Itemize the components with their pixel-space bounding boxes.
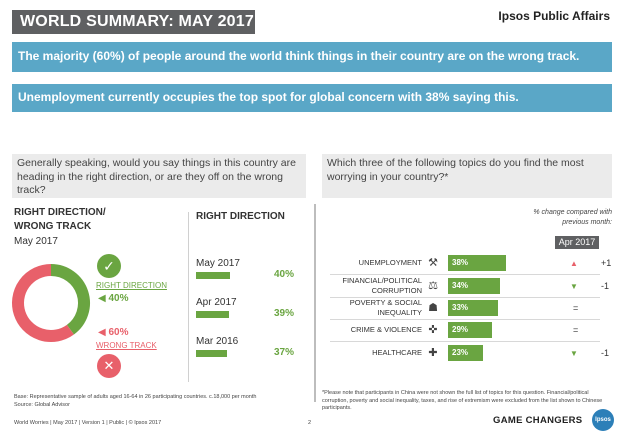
trend-divider bbox=[188, 212, 189, 382]
topic-label: HEALTHCARE bbox=[318, 348, 422, 358]
donut-title-line-1: RIGHT DIRECTION/ bbox=[14, 207, 106, 218]
row-separator bbox=[330, 341, 600, 342]
legend-wrong-track-value: ◀ 60% bbox=[98, 327, 129, 338]
arrow-down-icon: ▼ bbox=[570, 282, 578, 291]
topic-change: +1 bbox=[601, 258, 612, 268]
donut-title-line-2: WRONG TRACK bbox=[14, 221, 92, 232]
topic-label-line: CRIME & VIOLENCE bbox=[350, 325, 422, 334]
topic-bar: 29% bbox=[448, 322, 492, 338]
trend-value: 40% bbox=[274, 269, 295, 280]
arrow-down-icon: ▼ bbox=[570, 349, 578, 358]
topic-change: = bbox=[573, 303, 579, 313]
trend-value: 37% bbox=[274, 347, 295, 358]
donut-slice-wrong-track bbox=[12, 264, 74, 342]
scales-icon: ⚖ bbox=[428, 280, 438, 292]
hammer-icon: ⚒ bbox=[428, 257, 438, 269]
ipsos-logo: Ipsos bbox=[592, 409, 614, 431]
footer-base: Base: Representative sample of adults ag… bbox=[14, 394, 304, 409]
footer-source-text: Source: Global Advisor bbox=[14, 401, 70, 408]
trend-label: Apr 2017 bbox=[196, 297, 237, 308]
tagline: GAME CHANGERS bbox=[493, 415, 583, 426]
topic-label: UNEMPLOYMENT bbox=[318, 258, 422, 268]
medical-icon: ✚ bbox=[428, 347, 438, 359]
wrong-track-percent: 60% bbox=[108, 327, 129, 338]
row-separator bbox=[330, 274, 600, 275]
change-note: % change compared with previous month: bbox=[533, 209, 612, 226]
row-separator bbox=[330, 319, 600, 320]
legend-right-direction: RIGHT DIRECTION bbox=[96, 281, 167, 290]
topic-label: POVERTY & SOCIAL INEQUALITY bbox=[318, 298, 422, 317]
gun-icon: ✜ bbox=[428, 324, 438, 336]
donut-chart bbox=[12, 264, 90, 342]
topic-label: FINANCIAL/POLITICAL CORRUPTION bbox=[318, 276, 422, 295]
row-separator bbox=[330, 297, 600, 298]
topic-change: -1 bbox=[601, 281, 610, 291]
topic-label-line: HEALTHCARE bbox=[372, 348, 422, 357]
trend-bar bbox=[196, 311, 229, 318]
trend-label: May 2017 bbox=[196, 258, 240, 269]
arrow-left-icon: ◀ bbox=[98, 293, 106, 304]
section-divider bbox=[314, 204, 316, 402]
check-icon: ✓ bbox=[97, 254, 121, 278]
legend-wrong-track: WRONG TRACK bbox=[96, 341, 157, 350]
right-direction-percent: 40% bbox=[108, 293, 129, 304]
arrow-up-icon: ▲ bbox=[570, 259, 578, 268]
footer-base-text: Base: Representative sample of adults ag… bbox=[14, 394, 257, 400]
trend-label: Mar 2016 bbox=[196, 336, 239, 347]
donut-subtitle: May 2017 bbox=[14, 236, 58, 247]
topic-label-line: INEQUALITY bbox=[377, 307, 422, 317]
people-icon: ☗ bbox=[428, 302, 438, 314]
page-title: WORLD SUMMARY: MAY 2017 bbox=[12, 10, 255, 34]
cross-icon: ✕ bbox=[97, 354, 121, 378]
topic-bar: 33% bbox=[448, 300, 498, 316]
arrow-left-icon: ◀ bbox=[98, 327, 106, 338]
topic-bar: 38% bbox=[448, 255, 506, 271]
headline-banner-2: Unemployment currently occupies the top … bbox=[12, 84, 612, 112]
trend-value: 39% bbox=[274, 308, 295, 319]
topic-change: -1 bbox=[601, 348, 610, 358]
topic-bar: 23% bbox=[448, 345, 483, 361]
legend-right-direction-value: ◀ 40% bbox=[98, 293, 129, 304]
page-number: 2 bbox=[308, 420, 312, 426]
trend-bar bbox=[196, 350, 227, 357]
topic-label-line: CORRUPTION bbox=[371, 285, 422, 295]
topic-change: = bbox=[573, 325, 579, 335]
donut-slice-right-direction bbox=[50, 264, 90, 335]
question-right-direction: Generally speaking, would you say things… bbox=[12, 154, 306, 198]
question-worries: Which three of the following topics do y… bbox=[322, 154, 612, 198]
topic-label: CRIME & VIOLENCE bbox=[318, 325, 422, 335]
trend-title: RIGHT DIRECTION bbox=[196, 211, 285, 222]
topic-label-line: FINANCIAL/POLITICAL bbox=[342, 276, 422, 285]
period-badge: Apr 2017 bbox=[555, 236, 599, 249]
footer-note: *Please note that participants in China … bbox=[322, 390, 603, 411]
footer-meta: World Worries | May 2017 | Version 1 | P… bbox=[14, 420, 162, 426]
headline-banner-1: The majority (60%) of people around the … bbox=[12, 42, 612, 72]
brand-name: Ipsos Public Affairs bbox=[498, 9, 610, 23]
topic-label-line: POVERTY & SOCIAL bbox=[349, 298, 422, 307]
donut-title: RIGHT DIRECTION/ WRONG TRACK bbox=[14, 206, 106, 234]
trend-bar bbox=[196, 272, 230, 279]
topic-label-line: UNEMPLOYMENT bbox=[358, 258, 422, 267]
topic-bar: 34% bbox=[448, 278, 500, 294]
